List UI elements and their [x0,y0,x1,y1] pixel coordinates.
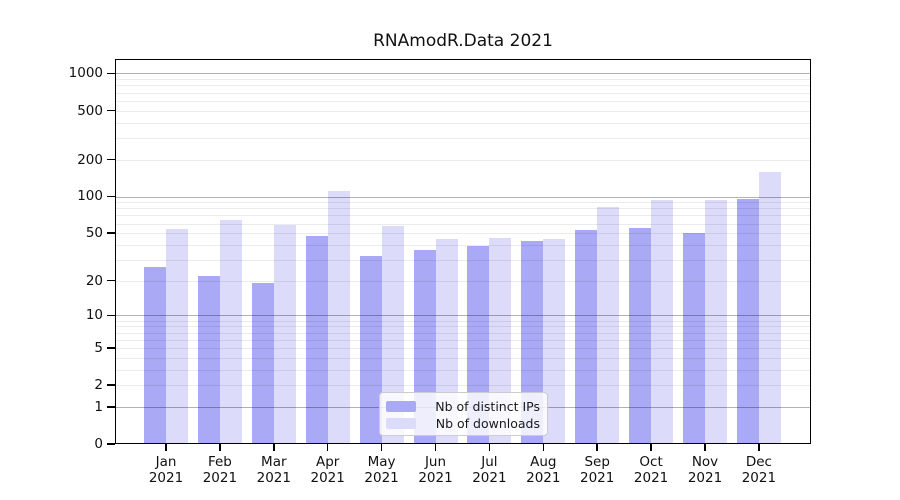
y-axis-tick [107,406,115,408]
bar-downloads [758,172,781,444]
bar-downloads [273,225,296,444]
x-axis-tick [596,444,598,451]
x-axis-tick-label: Jan 2021 [148,454,184,486]
bar-downloads [381,226,404,444]
x-axis-tick-label: Mar 2021 [256,454,291,486]
bar-downloads [543,238,566,444]
y-axis-tick-label: 1000 [68,65,103,82]
x-axis-tick-label: Oct 2021 [633,454,669,486]
y-axis-tick-label: 200 [77,151,103,168]
legend-item-downloads: Nb of downloads [386,415,540,431]
x-axis-tick [273,444,275,451]
legend-label-distinct-ips: Nb of distinct IPs [435,398,540,414]
x-axis-tick [704,444,706,451]
y-axis-tick [107,347,115,349]
y-axis-tick-label: 2 [94,377,103,394]
bar-distinct-ips [251,283,274,444]
legend-label-downloads: Nb of downloads [435,415,540,431]
x-axis-tick-label: Jun 2021 [418,454,453,486]
y-axis-tick [107,72,115,75]
x-axis-tick-label: Feb 2021 [202,454,238,486]
chart-title: RNAmodR.Data 2021 [373,31,553,51]
x-axis-tick-label: Aug 2021 [526,454,561,486]
bar-distinct-ips [144,267,166,444]
y-axis-tick [107,158,115,161]
y-axis-tick [107,109,115,112]
y-axis-tick [107,443,115,445]
y-axis-tick [107,314,115,317]
x-axis-tick [326,444,329,451]
x-axis-tick [219,444,221,451]
bar-downloads [651,199,674,444]
y-axis-tick-label: 100 [77,188,103,205]
bar-distinct-ips [197,275,220,444]
x-axis-tick [488,444,491,451]
bar-downloads [166,229,188,444]
y-axis-tick [107,279,115,282]
x-axis-tick-label: Nov 2021 [687,454,723,486]
legend-swatch-distinct-ips [386,400,416,412]
legend-item-distinct-ips: Nb of distinct IPs [386,398,540,414]
bar-distinct-ips [736,199,759,444]
bar-distinct-ips [575,230,598,444]
y-axis-tick [107,384,115,386]
y-axis-tick [107,232,115,234]
bar-distinct-ips [305,236,328,444]
x-axis-tick-label: Jul 2021 [472,454,507,486]
plot-area [115,59,811,444]
x-axis-tick [380,444,383,451]
bar-downloads [597,207,620,444]
y-axis-tick [107,195,115,198]
bar-layer [115,59,811,444]
y-axis-tick-label: 5 [94,339,103,356]
x-axis-tick [434,444,437,451]
y-axis-tick-label: 10 [85,307,103,324]
legend-swatch-downloads [386,417,416,429]
x-axis-tick-label: Apr 2021 [310,454,345,486]
legend: Nb of distinct IPs Nb of downloads [379,392,548,436]
y-axis-tick-label: 500 [77,102,103,119]
bar-downloads [219,220,242,444]
bar-downloads [705,199,727,444]
y-axis-tick-label: 1 [94,398,103,415]
x-axis-tick-label: Sep 2021 [580,454,615,486]
bar-distinct-ips [629,228,652,444]
y-axis-tick-label: 0 [94,436,103,452]
bar-downloads [327,190,350,444]
y-axis-tick-label: 20 [85,272,103,289]
y-axis-tick-label: 50 [85,225,103,242]
x-axis-tick-label: Dec 2021 [741,454,777,486]
x-axis-tick [165,444,167,451]
bar-distinct-ips [359,256,382,444]
bar-distinct-ips [683,233,705,444]
x-axis-tick [650,444,652,451]
x-axis-tick [758,444,760,451]
x-axis-tick-label: May 2021 [364,454,399,486]
x-axis-tick [542,444,545,451]
